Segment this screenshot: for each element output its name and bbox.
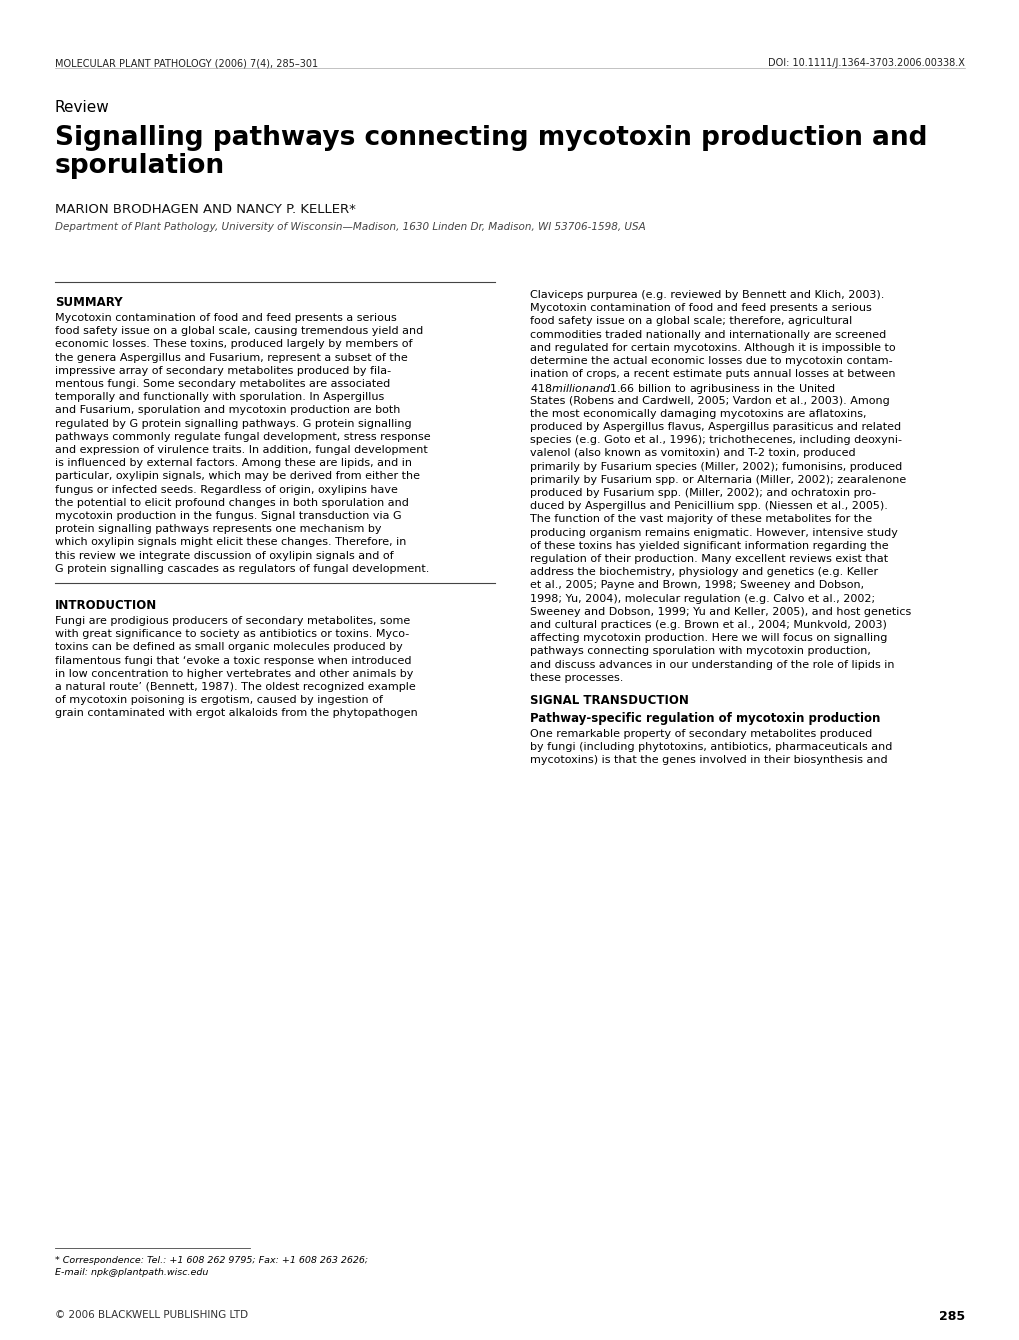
Text: the most economically damaging mycotoxins are aflatoxins,: the most economically damaging mycotoxin…: [530, 409, 866, 419]
Text: economic losses. These toxins, produced largely by members of: economic losses. These toxins, produced …: [55, 339, 412, 350]
Text: and discuss advances in our understanding of the role of lipids in: and discuss advances in our understandin…: [530, 659, 894, 670]
Text: One remarkable property of secondary metabolites produced: One remarkable property of secondary met…: [530, 729, 871, 738]
Text: MARION BRODHAGEN AND NANCY P. KELLER*: MARION BRODHAGEN AND NANCY P. KELLER*: [55, 202, 356, 216]
Text: sporulation: sporulation: [55, 153, 225, 180]
Text: et al., 2005; Payne and Brown, 1998; Sweeney and Dobson,: et al., 2005; Payne and Brown, 1998; Swe…: [530, 580, 863, 591]
Text: of mycotoxin poisoning is ergotism, caused by ingestion of: of mycotoxin poisoning is ergotism, caus…: [55, 695, 382, 705]
Text: mycotoxin production in the fungus. Signal transduction via G: mycotoxin production in the fungus. Sign…: [55, 511, 401, 521]
Text: Mycotoxin contamination of food and feed presents a serious: Mycotoxin contamination of food and feed…: [55, 314, 396, 323]
Text: 285: 285: [937, 1311, 964, 1323]
Text: Signalling pathways connecting mycotoxin production and: Signalling pathways connecting mycotoxin…: [55, 125, 926, 151]
Text: and cultural practices (e.g. Brown et al., 2004; Munkvold, 2003): and cultural practices (e.g. Brown et al…: [530, 620, 886, 630]
Text: $418 million and $1.66 billion to agribusiness in the United: $418 million and $1.66 billion to agribu…: [530, 382, 835, 397]
Text: and regulated for certain mycotoxins. Although it is impossible to: and regulated for certain mycotoxins. Al…: [530, 343, 895, 352]
Text: protein signalling pathways represents one mechanism by: protein signalling pathways represents o…: [55, 524, 381, 535]
Text: primarily by Fusarium species (Miller, 2002); fumonisins, produced: primarily by Fusarium species (Miller, 2…: [530, 461, 902, 472]
Text: and Fusarium, sporulation and mycotoxin production are both: and Fusarium, sporulation and mycotoxin …: [55, 406, 400, 415]
Text: regulation of their production. Many excellent reviews exist that: regulation of their production. Many exc…: [530, 553, 888, 564]
Text: determine the actual economic losses due to mycotoxin contam-: determine the actual economic losses due…: [530, 356, 892, 366]
Text: these processes.: these processes.: [530, 673, 623, 683]
Text: Pathway-specific regulation of mycotoxin production: Pathway-specific regulation of mycotoxin…: [530, 712, 879, 725]
Text: commodities traded nationally and internationally are screened: commodities traded nationally and intern…: [530, 330, 886, 339]
Text: filamentous fungi that ‘evoke a toxic response when introduced: filamentous fungi that ‘evoke a toxic re…: [55, 655, 411, 666]
Text: pathways connecting sporulation with mycotoxin production,: pathways connecting sporulation with myc…: [530, 646, 870, 657]
Text: producing organism remains enigmatic. However, intensive study: producing organism remains enigmatic. Ho…: [530, 528, 897, 537]
Text: G protein signalling cascades as regulators of fungal development.: G protein signalling cascades as regulat…: [55, 564, 429, 574]
Text: regulated by G protein signalling pathways. G protein signalling: regulated by G protein signalling pathwa…: [55, 418, 412, 429]
Text: States (Robens and Cardwell, 2005; Vardon et al., 2003). Among: States (Robens and Cardwell, 2005; Vardo…: [530, 395, 889, 406]
Text: mentous fungi. Some secondary metabolites are associated: mentous fungi. Some secondary metabolite…: [55, 379, 390, 389]
Text: Review: Review: [55, 100, 110, 115]
Text: the potential to elicit profound changes in both sporulation and: the potential to elicit profound changes…: [55, 497, 409, 508]
Text: produced by Aspergillus flavus, Aspergillus parasiticus and related: produced by Aspergillus flavus, Aspergil…: [530, 422, 900, 431]
Text: grain contaminated with ergot alkaloids from the phytopathogen: grain contaminated with ergot alkaloids …: [55, 709, 418, 718]
Text: a natural route’ (Bennett, 1987). The oldest recognized example: a natural route’ (Bennett, 1987). The ol…: [55, 682, 416, 691]
Text: fungus or infected seeds. Regardless of origin, oxylipins have: fungus or infected seeds. Regardless of …: [55, 485, 397, 494]
Text: by fungi (including phytotoxins, antibiotics, pharmaceuticals and: by fungi (including phytotoxins, antibio…: [530, 742, 892, 752]
Text: SIGNAL TRANSDUCTION: SIGNAL TRANSDUCTION: [530, 694, 688, 708]
Text: The function of the vast majority of these metabolites for the: The function of the vast majority of the…: [530, 515, 871, 524]
Text: Claviceps purpurea (e.g. reviewed by Bennett and Klich, 2003).: Claviceps purpurea (e.g. reviewed by Ben…: [530, 289, 883, 300]
Text: species (e.g. Goto et al., 1996); trichothecenes, including deoxyni-: species (e.g. Goto et al., 1996); tricho…: [530, 436, 901, 445]
Text: particular, oxylipin signals, which may be derived from either the: particular, oxylipin signals, which may …: [55, 472, 420, 481]
Text: Fungi are prodigious producers of secondary metabolites, some: Fungi are prodigious producers of second…: [55, 616, 410, 626]
Text: Sweeney and Dobson, 1999; Yu and Keller, 2005), and host genetics: Sweeney and Dobson, 1999; Yu and Keller,…: [530, 607, 910, 616]
Text: MOLECULAR PLANT PATHOLOGY (2006) 7(4), 285–301: MOLECULAR PLANT PATHOLOGY (2006) 7(4), 2…: [55, 58, 318, 68]
Text: DOI: 10.1111/J.1364-3703.2006.00338.X: DOI: 10.1111/J.1364-3703.2006.00338.X: [767, 58, 964, 68]
Text: of these toxins has yielded significant information regarding the: of these toxins has yielded significant …: [530, 541, 888, 551]
Text: temporally and functionally with sporulation. In Aspergillus: temporally and functionally with sporula…: [55, 393, 384, 402]
Text: primarily by Fusarium spp. or Alternaria (Miller, 2002); zearalenone: primarily by Fusarium spp. or Alternaria…: [530, 474, 905, 485]
Text: mycotoxins) is that the genes involved in their biosynthesis and: mycotoxins) is that the genes involved i…: [530, 756, 887, 765]
Text: food safety issue on a global scale, causing tremendous yield and: food safety issue on a global scale, cau…: [55, 326, 423, 336]
Text: and expression of virulence traits. In addition, fungal development: and expression of virulence traits. In a…: [55, 445, 427, 456]
Text: is influenced by external factors. Among these are lipids, and in: is influenced by external factors. Among…: [55, 458, 412, 468]
Text: Mycotoxin contamination of food and feed presents a serious: Mycotoxin contamination of food and feed…: [530, 303, 871, 314]
Text: impressive array of secondary metabolites produced by fila-: impressive array of secondary metabolite…: [55, 366, 390, 375]
Text: INTRODUCTION: INTRODUCTION: [55, 599, 157, 612]
Text: duced by Aspergillus and Penicillium spp. (Niessen et al., 2005).: duced by Aspergillus and Penicillium spp…: [530, 501, 887, 511]
Text: food safety issue on a global scale; therefore, agricultural: food safety issue on a global scale; the…: [530, 316, 852, 327]
Text: in low concentration to higher vertebrates and other animals by: in low concentration to higher vertebrat…: [55, 669, 413, 679]
Text: Department of Plant Pathology, University of Wisconsin—Madison, 1630 Linden Dr, : Department of Plant Pathology, Universit…: [55, 222, 645, 232]
Text: SUMMARY: SUMMARY: [55, 296, 122, 310]
Text: produced by Fusarium spp. (Miller, 2002); and ochratoxin pro-: produced by Fusarium spp. (Miller, 2002)…: [530, 488, 875, 498]
Text: toxins can be defined as small organic molecules produced by: toxins can be defined as small organic m…: [55, 642, 403, 653]
Text: pathways commonly regulate fungal development, stress response: pathways commonly regulate fungal develo…: [55, 431, 430, 442]
Text: ination of crops, a recent estimate puts annual losses at between: ination of crops, a recent estimate puts…: [530, 370, 895, 379]
Text: affecting mycotoxin production. Here we will focus on signalling: affecting mycotoxin production. Here we …: [530, 634, 887, 643]
Text: with great significance to society as antibiotics or toxins. Myco-: with great significance to society as an…: [55, 630, 409, 639]
Text: 1998; Yu, 2004), molecular regulation (e.g. Calvo et al., 2002;: 1998; Yu, 2004), molecular regulation (e…: [530, 594, 874, 603]
Text: © 2006 BLACKWELL PUBLISHING LTD: © 2006 BLACKWELL PUBLISHING LTD: [55, 1311, 248, 1320]
Text: * Correspondence: Tel.: +1 608 262 9795; Fax: +1 608 263 2626;: * Correspondence: Tel.: +1 608 262 9795;…: [55, 1256, 368, 1265]
Text: E-mail: npk@plantpath.wisc.edu: E-mail: npk@plantpath.wisc.edu: [55, 1268, 208, 1277]
Text: the genera Aspergillus and Fusarium, represent a subset of the: the genera Aspergillus and Fusarium, rep…: [55, 352, 408, 363]
Text: valenol (also known as vomitoxin) and T-2 toxin, produced: valenol (also known as vomitoxin) and T-…: [530, 449, 855, 458]
Text: address the biochemistry, physiology and genetics (e.g. Keller: address the biochemistry, physiology and…: [530, 567, 877, 578]
Text: this review we integrate discussion of oxylipin signals and of: this review we integrate discussion of o…: [55, 551, 393, 560]
Text: which oxylipin signals might elicit these changes. Therefore, in: which oxylipin signals might elicit thes…: [55, 537, 406, 548]
